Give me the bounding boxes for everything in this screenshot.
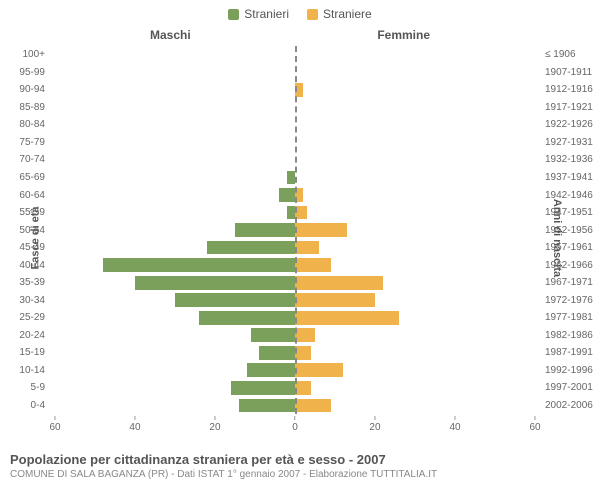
bar-male: [103, 258, 295, 272]
yaxis-right-label: 1912-1916: [540, 81, 600, 99]
yaxis-right-label: 1957-1961: [540, 239, 600, 257]
bar-male: [207, 241, 295, 255]
yaxis-left-label: 40-44: [0, 256, 50, 274]
yaxis-right-label: 2002-2006: [540, 397, 600, 415]
chart-subtitle: COMUNE DI SALA BAGANZA (PR) - Dati ISTAT…: [10, 469, 590, 480]
bar-female: [295, 311, 399, 325]
yaxis-left-label: 100+: [0, 46, 50, 64]
yaxis-right-label: 1987-1991: [540, 344, 600, 362]
bar-female: [295, 328, 315, 342]
yaxis-left-label: 55-59: [0, 204, 50, 222]
legend: Stranieri Straniere: [0, 0, 600, 28]
bar-female: [295, 293, 375, 307]
legend-label-female: Straniere: [323, 7, 372, 21]
yaxis-right-label: 1907-1911: [540, 64, 600, 82]
yaxis-left-label: 5-9: [0, 379, 50, 397]
yaxis-left-label: 60-64: [0, 186, 50, 204]
yaxis-left-label: 75-79: [0, 134, 50, 152]
bar-female: [295, 381, 311, 395]
column-title-male: Maschi: [150, 28, 191, 42]
yaxis-right-label: 1942-1946: [540, 186, 600, 204]
yaxis-left-label: 10-14: [0, 362, 50, 380]
yaxis-left-label: 15-19: [0, 344, 50, 362]
xaxis-tick: 0: [292, 416, 298, 433]
bar-male: [231, 381, 295, 395]
chart-title: Popolazione per cittadinanza straniera p…: [10, 452, 590, 467]
yaxis-left-label: 35-39: [0, 274, 50, 292]
xaxis-tick: 20: [369, 416, 380, 433]
yaxis-right-label: 1967-1971: [540, 274, 600, 292]
bar-male: [235, 223, 295, 237]
yaxis-right-label: 1992-1996: [540, 362, 600, 380]
yaxis-left-label: 95-99: [0, 64, 50, 82]
yaxis-right-label: 1937-1941: [540, 169, 600, 187]
xaxis-tick: 40: [129, 416, 140, 433]
bar-female: [295, 258, 331, 272]
bar-female: [295, 363, 343, 377]
yaxis-right-label: 1977-1981: [540, 309, 600, 327]
bar-male: [135, 276, 295, 290]
yaxis-left-label: 85-89: [0, 99, 50, 117]
yaxis-right-label: 1932-1936: [540, 151, 600, 169]
bar-female: [295, 399, 331, 413]
yaxis-right-label: ≤ 1906: [540, 46, 600, 64]
bar-female: [295, 276, 383, 290]
yaxis-left-label: 25-29: [0, 309, 50, 327]
xaxis-tick: 20: [209, 416, 220, 433]
yaxis-left-label: 30-34: [0, 291, 50, 309]
bar-male: [279, 188, 295, 202]
center-line: [295, 46, 297, 414]
yaxis-left-label: 65-69: [0, 169, 50, 187]
bar-female: [295, 241, 319, 255]
yaxis-left-label: 50-54: [0, 221, 50, 239]
yaxis-right-label: 1972-1976: [540, 291, 600, 309]
xaxis-tick: 40: [449, 416, 460, 433]
xaxis-tick: 60: [49, 416, 60, 433]
yaxis-left-label: 90-94: [0, 81, 50, 99]
bar-female: [295, 223, 347, 237]
bar-male: [259, 346, 295, 360]
yaxis-right-label: 1917-1921: [540, 99, 600, 117]
yaxis-left-label: 45-49: [0, 239, 50, 257]
plot: [55, 46, 535, 414]
yaxis-right-label: 1947-1951: [540, 204, 600, 222]
legend-label-male: Stranieri: [244, 7, 289, 21]
bar-male: [287, 206, 295, 220]
bar-male: [247, 363, 295, 377]
yaxis-right-label: 1997-2001: [540, 379, 600, 397]
bar-female: [295, 346, 311, 360]
chart-area: Fasce di età Anni di nascita Maschi Femm…: [0, 28, 600, 448]
yaxis-left-label: 80-84: [0, 116, 50, 134]
yaxis-left-label: 0-4: [0, 397, 50, 415]
yaxis-right-label: 1922-1926: [540, 116, 600, 134]
legend-item-male: Stranieri: [228, 7, 289, 21]
yaxis-left-label: 20-24: [0, 327, 50, 345]
yaxis-left-label: 70-74: [0, 151, 50, 169]
yaxis-right-label: 1952-1956: [540, 221, 600, 239]
xaxis: 6040200204060: [55, 416, 535, 432]
yaxis-left: 100+95-9990-9485-8980-8475-7970-7465-696…: [0, 46, 50, 414]
xaxis-tick: 60: [529, 416, 540, 433]
bar-male: [175, 293, 295, 307]
column-title-female: Femmine: [377, 28, 430, 42]
bar-male: [287, 171, 295, 185]
bar-male: [251, 328, 295, 342]
yaxis-right-label: 1982-1986: [540, 327, 600, 345]
bar-male: [199, 311, 295, 325]
swatch-female: [307, 9, 318, 20]
yaxis-right-label: 1927-1931: [540, 134, 600, 152]
yaxis-right: ≤ 19061907-19111912-19161917-19211922-19…: [540, 46, 600, 414]
legend-item-female: Straniere: [307, 7, 372, 21]
bar-male: [239, 399, 295, 413]
footer: Popolazione per cittadinanza straniera p…: [0, 448, 600, 480]
yaxis-right-label: 1962-1966: [540, 256, 600, 274]
swatch-male: [228, 9, 239, 20]
